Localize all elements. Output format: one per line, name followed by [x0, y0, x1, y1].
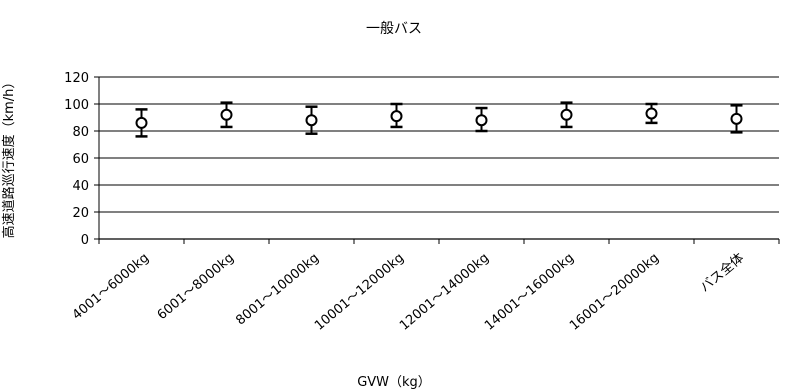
x-tick-label: 8001～10000kg — [233, 251, 322, 329]
y-tick-labels: 0 20 40 60 80 100 120 — [64, 71, 89, 248]
data-point — [730, 112, 743, 125]
x-tick-label: 4001～6000kg — [70, 251, 152, 324]
y-tick-label: 80 — [72, 125, 89, 140]
y-tick-label: 60 — [72, 152, 89, 167]
axes — [94, 76, 780, 244]
x-tick-label: バス全体 — [697, 250, 747, 296]
x-tick-label: 14001～16000kg — [482, 251, 577, 334]
x-axis-label: GVW（kg） — [357, 375, 431, 390]
data-point — [305, 114, 318, 127]
chart-title: 一般バス — [366, 21, 422, 37]
data-point — [135, 116, 148, 129]
x-tick-labels: 4001～6000kg 6001～8000kg8001～10000kg10001～… — [70, 250, 747, 334]
data-point — [390, 110, 403, 123]
y-tick-label: 0 — [81, 233, 89, 248]
data-marks — [135, 101, 743, 138]
y-tick-label: 20 — [72, 206, 89, 221]
data-point — [560, 108, 573, 121]
data-point — [475, 114, 488, 127]
data-point — [220, 108, 233, 121]
x-tick-label: 10001～12000kg — [312, 251, 407, 334]
grid-lines — [99, 76, 779, 213]
y-tick-label: 120 — [64, 71, 89, 86]
y-tick-label: 100 — [64, 98, 89, 113]
y-tick-label: 40 — [72, 179, 89, 194]
x-tick-label: 12001～14000kg — [397, 251, 492, 334]
x-tick-label: 6001～8000kg — [155, 251, 237, 324]
x-tick-label: 16001～20000kg — [567, 251, 662, 334]
y-axis-label: 高速道路巡行速度（km/h） — [1, 76, 17, 239]
data-point — [645, 107, 658, 120]
